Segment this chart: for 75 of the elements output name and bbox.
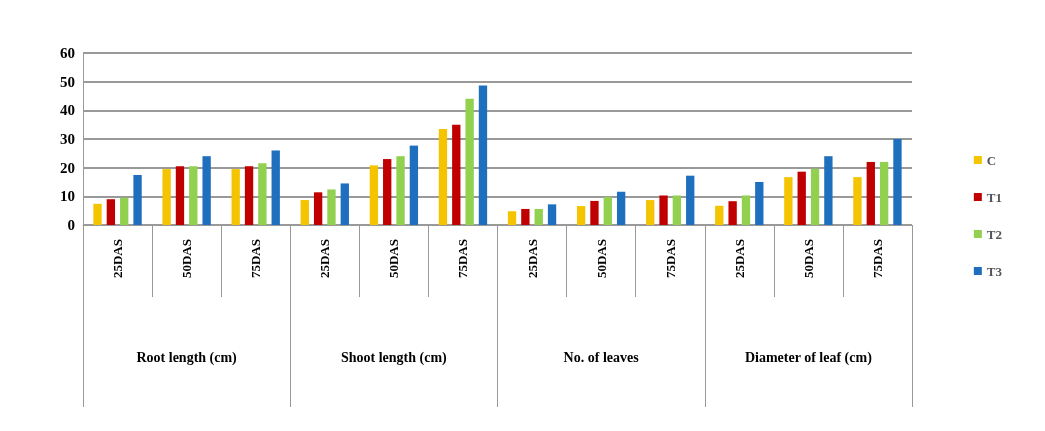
y-tick-label: 20: [60, 159, 75, 176]
bar: [300, 200, 309, 225]
bar: [120, 197, 129, 225]
y-tick-label: 40: [60, 102, 75, 119]
x-tick-label: 50DAS: [800, 239, 816, 279]
bar: [383, 159, 392, 225]
x-tick-label: 25DAS: [317, 239, 333, 279]
bar: [369, 165, 379, 225]
bar: [755, 182, 764, 225]
bar: [810, 168, 820, 225]
bar: [715, 205, 724, 225]
bar: [646, 200, 655, 225]
bar: [244, 166, 254, 225]
bar: [106, 199, 116, 225]
bar: [853, 177, 862, 225]
bar: [784, 177, 793, 225]
bar: [866, 161, 875, 225]
bar: [507, 211, 517, 225]
bar: [534, 208, 543, 225]
bar: [313, 192, 323, 225]
legend-label: T3: [986, 263, 1003, 279]
x-tick-label: 75DAS: [455, 239, 471, 279]
bar: [231, 169, 240, 225]
bar: [603, 196, 612, 225]
bar: [616, 191, 626, 225]
bar: [452, 124, 461, 225]
y-tick-label: 0: [67, 217, 75, 233]
bar: [686, 175, 695, 225]
bar: [478, 85, 488, 225]
x-tick-label: 25DAS: [731, 239, 747, 279]
x-tick-label: 25DAS: [110, 239, 126, 279]
text: Diameter of leaf (cm): [744, 349, 873, 366]
bar: [396, 156, 405, 225]
bar: [741, 195, 751, 225]
legend-label: C: [986, 152, 997, 168]
text: No. of leaves: [563, 349, 640, 365]
bar: [93, 203, 102, 225]
x-tick-label: 75DAS: [869, 239, 885, 279]
bar: [893, 139, 902, 225]
bar: [797, 171, 806, 225]
text: Root length (cm): [136, 349, 238, 366]
bar: [340, 183, 349, 225]
bar: [824, 156, 833, 225]
bar: [133, 175, 142, 225]
legend-label: T2: [986, 226, 1002, 242]
bar: [590, 200, 599, 225]
bar: [189, 166, 198, 225]
bar: [576, 206, 586, 225]
text: Shoot length (cm): [340, 349, 448, 366]
bar: [327, 189, 336, 225]
bar: [409, 145, 419, 225]
x-tick-label: 50DAS: [179, 239, 195, 279]
x-tick-label: 50DAS: [386, 239, 402, 279]
x-tick-label: 75DAS: [662, 239, 678, 279]
bar: [465, 98, 474, 225]
bar: [175, 166, 185, 225]
y-tick-label: 10: [60, 188, 75, 205]
bar: [547, 204, 557, 225]
x-tick-label: 75DAS: [248, 239, 264, 279]
bar: [728, 201, 737, 225]
bar: [521, 208, 530, 225]
bar: [672, 195, 682, 225]
bar: [271, 150, 280, 225]
y-tick-label: 60: [60, 45, 75, 61]
bar: [258, 163, 267, 225]
legend-label: T1: [986, 189, 1002, 205]
y-tick-label: 50: [60, 73, 75, 90]
bar: [202, 156, 211, 225]
x-tick-label: 25DAS: [524, 239, 540, 279]
bar: [438, 128, 448, 225]
bar: [162, 169, 171, 225]
x-tick-label: 50DAS: [593, 239, 609, 279]
y-tick-label: 30: [60, 131, 75, 147]
bar: [659, 195, 668, 225]
bar: [879, 161, 889, 225]
